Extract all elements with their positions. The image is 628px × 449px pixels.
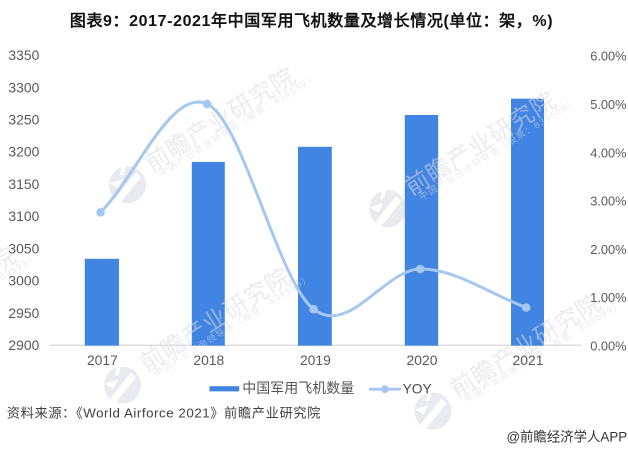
svg-text:3250: 3250	[8, 112, 39, 128]
svg-text:2950: 2950	[8, 305, 39, 321]
svg-text:3050: 3050	[8, 240, 39, 256]
svg-text:3300: 3300	[8, 79, 39, 95]
svg-text:资料来源：《World Airforce 2021》前瞻产业: 资料来源：《World Airforce 2021》前瞻产业研究院	[7, 405, 321, 421]
svg-text:2019: 2019	[300, 352, 331, 368]
svg-text:3350: 3350	[8, 47, 39, 63]
svg-text:3000: 3000	[8, 273, 39, 289]
svg-text:YOY: YOY	[403, 382, 432, 397]
svg-text:3150: 3150	[8, 176, 39, 192]
svg-text:2.00%: 2.00%	[590, 242, 626, 257]
svg-text:中国军用飞机数量: 中国军用飞机数量	[242, 380, 354, 396]
svg-text:4.00%: 4.00%	[590, 145, 626, 160]
svg-text:@前瞻经济学人APP: @前瞻经济学人APP	[506, 429, 627, 445]
svg-text:2017: 2017	[87, 352, 118, 368]
svg-text:2021: 2021	[513, 352, 544, 368]
svg-text:3200: 3200	[8, 144, 39, 160]
svg-text:0.00%: 0.00%	[590, 339, 626, 354]
svg-text:图表9：2017-2021年中国军用飞机数量及增长情况(单位: 图表9：2017-2021年中国军用飞机数量及增长情况(单位：架，%)	[70, 11, 553, 30]
svg-text:3.00%: 3.00%	[590, 194, 626, 209]
svg-text:2020: 2020	[407, 352, 438, 368]
svg-text:5.00%: 5.00%	[590, 97, 626, 112]
svg-text:1.00%: 1.00%	[590, 290, 626, 305]
svg-text:2018: 2018	[193, 352, 224, 368]
svg-text:6.00%: 6.00%	[590, 49, 626, 64]
svg-text:3100: 3100	[8, 208, 39, 224]
svg-text:2900: 2900	[8, 337, 39, 353]
